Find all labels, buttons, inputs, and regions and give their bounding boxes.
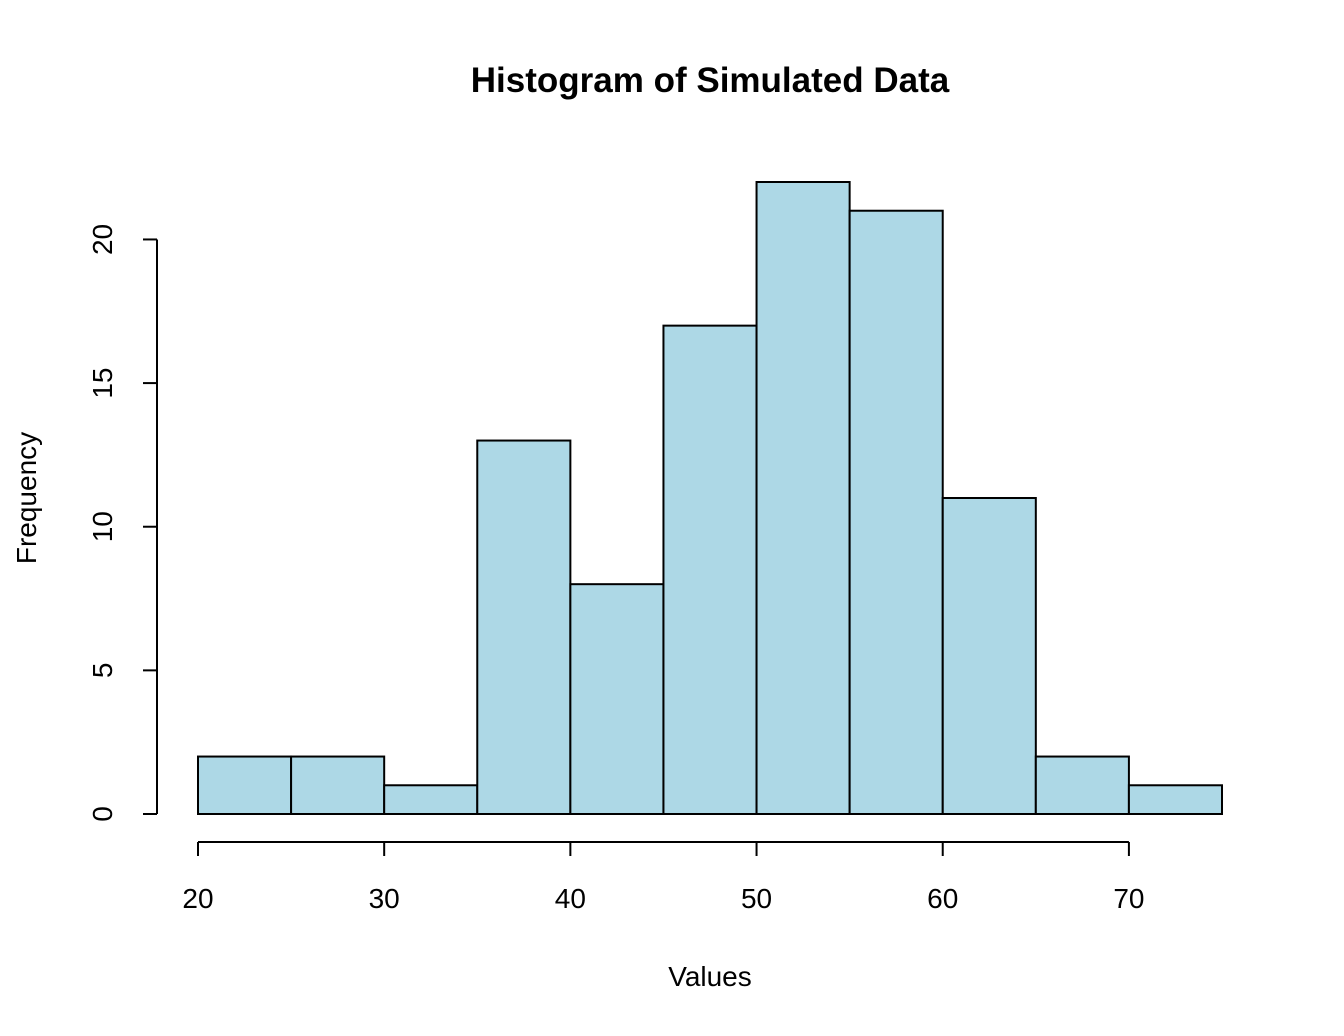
x-tick-label: 30 bbox=[369, 883, 400, 914]
histogram-bar bbox=[383, 784, 479, 815]
y-tick-label: 10 bbox=[87, 511, 118, 542]
histogram-bar bbox=[1034, 755, 1130, 816]
y-axis-label: Frequency bbox=[11, 432, 42, 564]
histogram-bar bbox=[1127, 784, 1223, 815]
histogram-bar bbox=[941, 497, 1037, 815]
chart-title: Histogram of Simulated Data bbox=[471, 61, 950, 100]
x-tick-label: 60 bbox=[927, 883, 958, 914]
histogram-bar bbox=[662, 324, 758, 815]
x-tick-label: 40 bbox=[555, 883, 586, 914]
y-tick-label: 20 bbox=[87, 224, 118, 255]
histogram-bar bbox=[476, 439, 572, 815]
histogram-bar bbox=[755, 181, 851, 815]
y-tick-label: 5 bbox=[87, 663, 118, 679]
histogram-bar bbox=[569, 583, 665, 815]
x-tick-label: 50 bbox=[741, 883, 772, 914]
histogram-bar bbox=[848, 209, 944, 815]
x-tick-label: 20 bbox=[182, 883, 213, 914]
y-tick-label: 15 bbox=[87, 368, 118, 399]
x-tick-label: 70 bbox=[1113, 883, 1144, 914]
y-tick-label: 0 bbox=[87, 806, 118, 822]
histogram-bar bbox=[197, 755, 293, 816]
histogram-bar bbox=[290, 755, 386, 816]
histogram-bars bbox=[197, 181, 1223, 816]
y-axis: 0 5 10 15 20 bbox=[87, 224, 158, 822]
x-axis-label: Values bbox=[668, 961, 752, 992]
x-axis: 20 30 40 50 60 70 bbox=[182, 841, 1144, 914]
